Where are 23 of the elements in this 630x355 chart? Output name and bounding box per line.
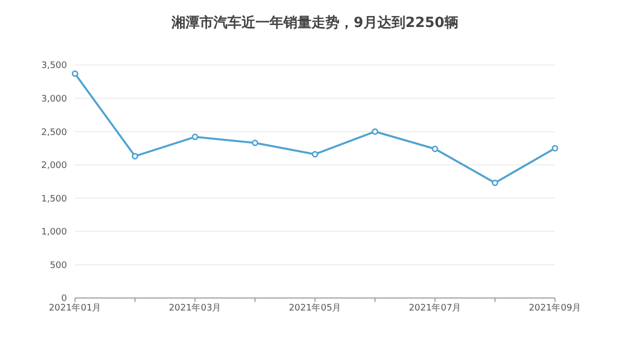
y-tick-label: 1,000 — [41, 228, 68, 238]
point — [192, 134, 198, 140]
y-tick-label: 1,500 — [41, 194, 68, 204]
y-tick-label: 3,500 — [41, 61, 68, 72]
point — [132, 152, 138, 160]
x-tick-label: 2021年01月 — [48, 302, 102, 314]
y-tick-label: 500 — [50, 260, 68, 271]
y-tick-label: 0 — [61, 294, 68, 304]
y-tick-label: 2,500 — [41, 128, 68, 138]
point — [492, 180, 498, 186]
point — [372, 128, 378, 135]
point — [552, 144, 558, 152]
x-tick-label: 2021年07月 — [408, 302, 462, 314]
point — [312, 150, 318, 158]
x-tick-label: 2021年03月 — [168, 302, 222, 314]
y-tick-label: 3,000 — [41, 94, 68, 104]
chart-title: 湘潭市汽车近一年销量走势，9月达到2250辆 — [170, 14, 460, 32]
point — [432, 146, 438, 152]
x-tick-label: 2021年09月 — [528, 302, 582, 314]
x-tick-label: 2021年05月 — [288, 302, 342, 314]
point — [72, 70, 78, 77]
point — [252, 140, 258, 146]
y-tick-label: 2,000 — [41, 161, 68, 172]
